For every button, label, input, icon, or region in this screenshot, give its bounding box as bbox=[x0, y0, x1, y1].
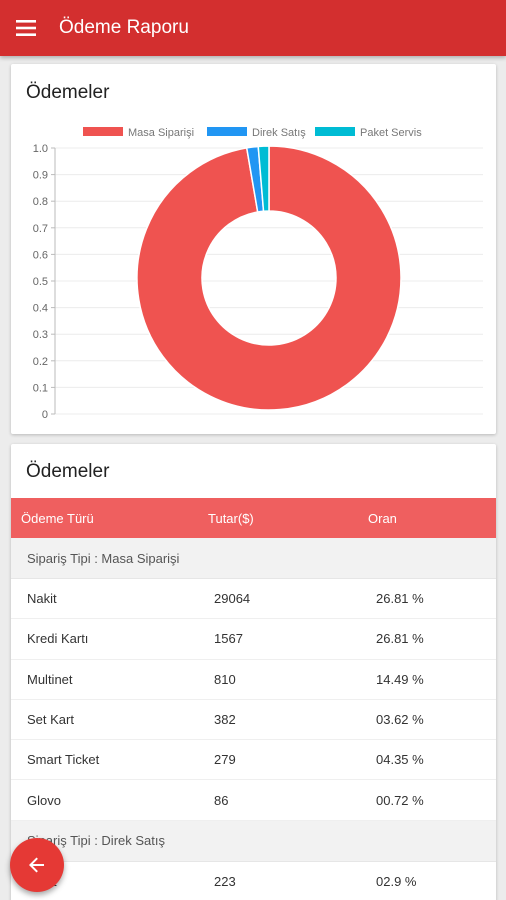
payments-table-card: Ödemeler Ödeme Türü Tutar($) Oran Sipari… bbox=[11, 444, 496, 900]
chart-card-title: Ödemeler bbox=[26, 82, 110, 103]
table-card-title: Ödemeler bbox=[26, 461, 110, 482]
table-body: Sipariş Tipi : Masa Siparişi Nakit 29064 26… bbox=[11, 538, 496, 900]
y-tick-label: 0.1 bbox=[33, 382, 48, 394]
legend-label: Masa Siparişi bbox=[128, 127, 194, 139]
group-row: Sipariş Tipi : Direk Satış bbox=[11, 820, 496, 862]
y-tick-label: 0.3 bbox=[33, 329, 48, 341]
y-tick-label: 0.6 bbox=[33, 249, 48, 261]
y-tick-label: 0.2 bbox=[33, 356, 48, 368]
cell-amount: 1567 bbox=[214, 631, 243, 647]
cell-ratio: 14.49 % bbox=[376, 671, 424, 687]
table-row[interactable]: Multinet 810 14.49 % bbox=[11, 660, 496, 700]
page-title: Ödeme Raporu bbox=[59, 17, 189, 38]
cell-ratio: 00.72 % bbox=[376, 792, 424, 808]
table-row[interactable]: Kredi Kartı 1567 26.81 % bbox=[11, 619, 496, 660]
cell-amount: 29064 bbox=[214, 591, 251, 607]
cell-payment-type: Multinet bbox=[27, 671, 73, 687]
y-tick-label: 0.4 bbox=[33, 303, 48, 315]
cell-payment-type: Kredi Kartı bbox=[27, 631, 89, 647]
y-tick-label: 0 bbox=[42, 409, 48, 421]
table-row[interactable]: Nakit22302.9 % bbox=[11, 862, 496, 900]
cell-amount: 279 bbox=[214, 752, 236, 768]
header-ratio[interactable]: Oran bbox=[368, 510, 397, 526]
cell-amount: 810 bbox=[214, 671, 236, 687]
cell-ratio: 26.81 % bbox=[376, 631, 424, 647]
legend-label: Paket Servis bbox=[360, 127, 422, 139]
legend-item[interactable]: Direk Satış bbox=[207, 127, 306, 139]
menu-icon bbox=[16, 20, 36, 36]
cell-payment-type: Smart Ticket bbox=[27, 752, 100, 768]
app-bar: Ödeme Raporu bbox=[0, 0, 506, 56]
cell-ratio: 04.35 % bbox=[376, 752, 424, 768]
cell-payment-type: Set Kart bbox=[27, 712, 74, 728]
y-tick-label: 0.7 bbox=[33, 223, 48, 235]
cell-ratio: 02.9 % bbox=[376, 873, 417, 889]
cell-amount: 223 bbox=[214, 873, 236, 889]
donut-slice[interactable] bbox=[136, 145, 402, 411]
donut-slice[interactable] bbox=[257, 145, 270, 213]
table-row[interactable]: Glovo 86 00.72 % bbox=[11, 780, 496, 821]
legend-swatch bbox=[83, 127, 123, 136]
legend-swatch bbox=[315, 127, 355, 136]
menu-button[interactable] bbox=[0, 0, 52, 56]
cell-amount: 382 bbox=[214, 712, 236, 728]
y-tick-label: 0.9 bbox=[33, 170, 48, 182]
cell-ratio: 26.81 % bbox=[376, 591, 424, 607]
payment-donut-chart: Masa Siparişi Direk Satış Paket Servis 1.0 0… bbox=[33, 127, 483, 421]
y-tick-label: 0.5 bbox=[33, 276, 48, 288]
table-row[interactable]: Set Kart 382 03.62 % bbox=[11, 700, 496, 741]
cell-payment-type: Glovo bbox=[27, 792, 61, 808]
cell-payment-type: Nakit bbox=[27, 591, 57, 607]
y-tick-label: 0.8 bbox=[33, 196, 48, 208]
legend-swatch bbox=[207, 127, 247, 136]
cell-amount: 86 bbox=[214, 792, 229, 808]
header-amount[interactable]: Tutar($) bbox=[208, 510, 254, 526]
chart-card: Ödemeler Masa Siparişi Direk Satış Paket S… bbox=[11, 64, 496, 434]
payments-table: Ödeme Türü Tutar($) Oran Sipariş Tipi : … bbox=[11, 498, 496, 900]
legend-label: Direk Satış bbox=[252, 127, 306, 139]
y-tick-label: 1.0 bbox=[33, 143, 48, 155]
cell-ratio: 03.62 % bbox=[376, 712, 424, 728]
table-row[interactable]: Smart Ticket 279 04.35 % bbox=[11, 740, 496, 781]
table-row[interactable]: Nakit 29064 26.81 % bbox=[11, 579, 496, 620]
table-header: Ödeme Türü Tutar($) Oran bbox=[11, 498, 496, 538]
legend-item[interactable]: Paket Servis bbox=[315, 127, 422, 139]
legend-item[interactable]: Masa Siparişi bbox=[83, 127, 194, 139]
header-payment-type[interactable]: Ödeme Türü bbox=[21, 510, 94, 526]
group-row: Sipariş Tipi : Masa Siparişi bbox=[11, 538, 496, 579]
arrow-back-icon bbox=[29, 857, 44, 873]
back-button[interactable] bbox=[10, 838, 64, 892]
